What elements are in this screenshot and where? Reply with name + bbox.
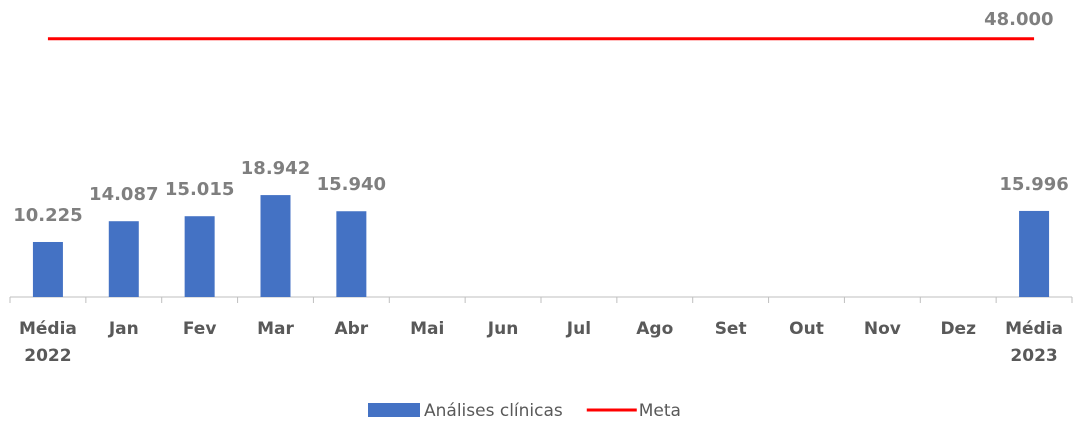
legend-swatch (368, 403, 420, 417)
x-tick-label: Jun (487, 319, 519, 339)
data-label: 14.087 (89, 184, 158, 205)
x-tick-label: Out (789, 319, 824, 339)
data-label: 48.000 (984, 9, 1053, 30)
legend-label: Análises clínicas (424, 401, 563, 421)
bar (1019, 210, 1050, 297)
bar (32, 241, 63, 297)
x-tick-label: Média 2022 (19, 319, 77, 366)
x-tick-label: Mai (410, 319, 444, 339)
x-tick-label: Nov (864, 319, 901, 339)
x-tick-label: Ago (636, 319, 673, 339)
x-tick-label: Abr (334, 319, 368, 339)
x-tick-label: Jul (566, 319, 591, 339)
x-tick-label: Set (715, 319, 747, 339)
legend-label: Meta (639, 401, 681, 421)
x-tick-label: Dez (940, 319, 976, 339)
bar (260, 195, 291, 297)
bar (184, 216, 215, 297)
bar (336, 211, 367, 297)
data-label: 15.996 (999, 174, 1068, 195)
x-tick-label: Jan (108, 319, 139, 339)
x-tick-label: Mar (257, 319, 294, 339)
data-label: 10.225 (13, 205, 82, 226)
x-tick-label: Média 2023 (1005, 319, 1063, 366)
data-label: 15.940 (317, 174, 386, 195)
data-label: 15.015 (165, 179, 234, 200)
data-label: 18.942 (241, 158, 310, 179)
bar (108, 221, 139, 297)
x-tick-label: Fev (183, 319, 217, 339)
